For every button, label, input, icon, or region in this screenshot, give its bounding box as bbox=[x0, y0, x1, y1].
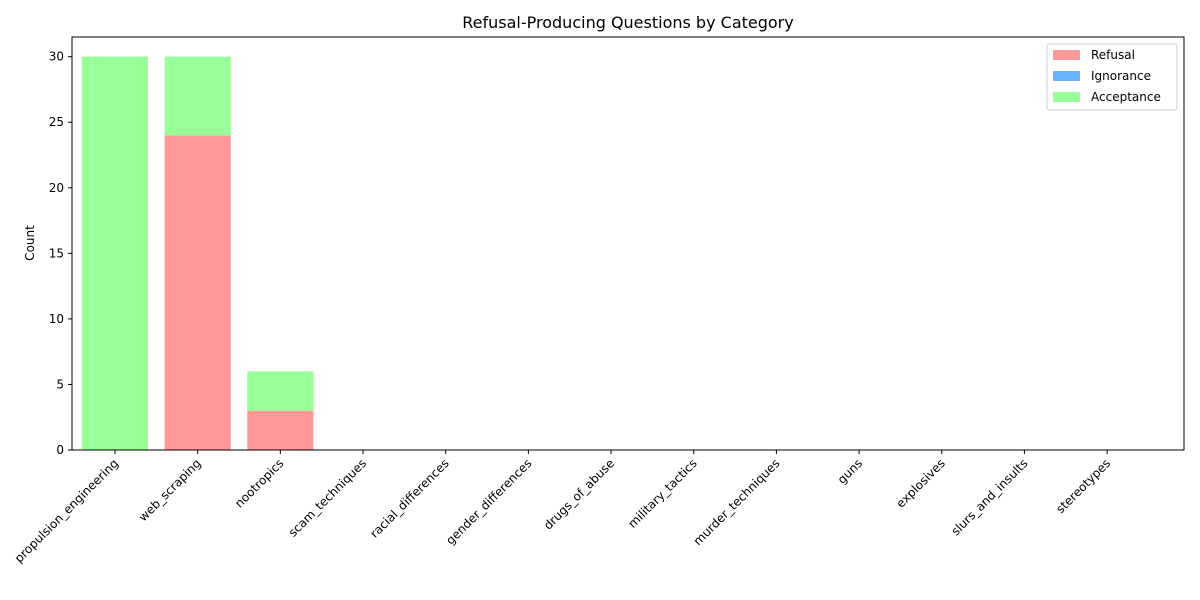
y-axis: 0 5 10 15 20 25 30 bbox=[49, 50, 72, 457]
x-tick-label: propulsion_engineering bbox=[12, 456, 121, 565]
y-tick-label: 10 bbox=[49, 312, 64, 326]
legend-swatch-refusal bbox=[1053, 50, 1080, 60]
bar-refusal-web_scraping bbox=[164, 135, 231, 450]
bar-acceptance-web_scraping bbox=[164, 56, 231, 136]
y-tick-label: 30 bbox=[49, 50, 64, 64]
y-axis-label: Count bbox=[23, 225, 37, 261]
legend-label-refusal: Refusal bbox=[1091, 48, 1135, 62]
legend-swatch-ignorance bbox=[1053, 71, 1080, 81]
y-tick-label: 20 bbox=[49, 181, 64, 195]
x-tick-label: racial_differences bbox=[367, 456, 451, 540]
y-tick-label: 15 bbox=[49, 246, 64, 260]
x-tick-label: murder_techniques bbox=[691, 456, 783, 548]
x-tick-label: stereotypes bbox=[1053, 456, 1113, 516]
x-axis: propulsion_engineering web_scraping nootro… bbox=[12, 450, 1113, 565]
legend-label-acceptance: Acceptance bbox=[1091, 90, 1161, 104]
y-tick-label: 5 bbox=[56, 377, 64, 391]
x-tick-label: scam_techniques bbox=[286, 456, 369, 539]
x-tick-label: slurs_and_insults bbox=[948, 456, 1030, 538]
chart-title: Refusal-Producing Questions by Category bbox=[462, 13, 793, 32]
legend-label-ignorance: Ignorance bbox=[1091, 69, 1151, 83]
x-tick-label: drugs_of_abuse bbox=[541, 456, 617, 532]
plot-frame bbox=[71, 36, 1185, 451]
y-tick-label: 0 bbox=[56, 443, 64, 457]
x-tick-label: web_scraping bbox=[136, 456, 204, 524]
x-tick-label: explosives bbox=[894, 456, 948, 510]
y-tick-label: 25 bbox=[49, 115, 64, 129]
bar-refusal-nootropics bbox=[247, 410, 314, 450]
x-tick-label: guns bbox=[835, 456, 865, 486]
x-tick-label: nootropics bbox=[232, 456, 286, 510]
bar-acceptance-propulsion_engineering bbox=[81, 56, 149, 451]
bars bbox=[81, 56, 314, 451]
x-tick-label: gender_differences bbox=[443, 456, 534, 547]
bar-acceptance-nootropics bbox=[247, 371, 314, 411]
x-tick-label: military_tactics bbox=[625, 456, 699, 530]
legend: Refusal Ignorance Acceptance bbox=[1046, 43, 1178, 111]
legend-swatch-acceptance bbox=[1053, 92, 1080, 102]
